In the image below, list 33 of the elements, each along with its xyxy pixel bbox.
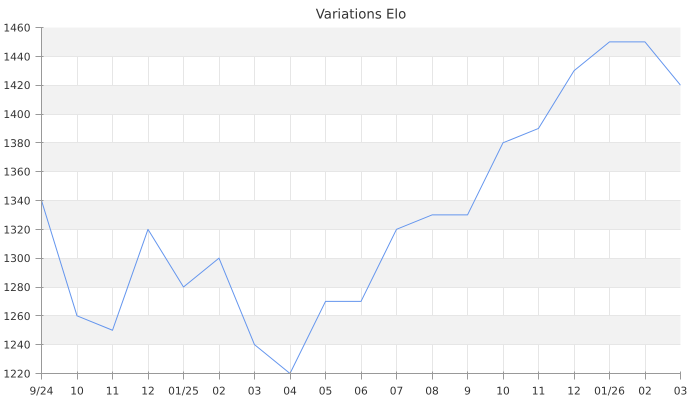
x-tick-label: 10 [70, 384, 84, 398]
y-tick-label: 1460 [3, 22, 31, 34]
x-tick-label: 08 [425, 384, 439, 398]
x-tick-label: 05 [318, 384, 332, 398]
x-tick-label: 9/24 [30, 384, 54, 398]
y-tick-label: 1380 [3, 136, 31, 150]
y-tick-label: 1360 [3, 166, 31, 179]
y-tick-label: 1300 [3, 252, 31, 266]
x-tick-label: 06 [354, 384, 368, 398]
y-tick-label: 1240 [3, 338, 31, 352]
x-tick-label: 07 [390, 384, 404, 398]
x-tick-label: 10 [496, 384, 510, 398]
chart-title: Variations Elo [316, 8, 406, 22]
y-tick-label: 1420 [3, 79, 31, 92]
y-tick-label: 1220 [3, 368, 31, 380]
y-tick-label: 1440 [3, 50, 31, 64]
x-tick-label: 01/26 [594, 384, 626, 398]
x-tick-label: 11 [106, 384, 120, 398]
y-tick-label: 1400 [3, 108, 31, 121]
x-tick-label: 03 [248, 384, 262, 398]
x-tick-label: 04 [283, 384, 297, 398]
y-tick-label: 1280 [3, 281, 31, 294]
x-tick-label: 11 [532, 384, 546, 398]
x-tick-label: 9 [464, 384, 472, 398]
x-tick-label: 02 [212, 384, 226, 398]
y-tick-label: 1320 [3, 223, 31, 236]
x-tick-label: 12 [567, 384, 581, 398]
x-tick-label: 01/25 [168, 384, 199, 398]
y-tick-label: 1260 [3, 310, 31, 323]
x-tick-label: 02 [638, 384, 652, 398]
x-tick-label: 03 [674, 384, 688, 398]
y-tick-label: 1340 [3, 194, 31, 208]
x-tick-label: 12 [141, 384, 155, 398]
